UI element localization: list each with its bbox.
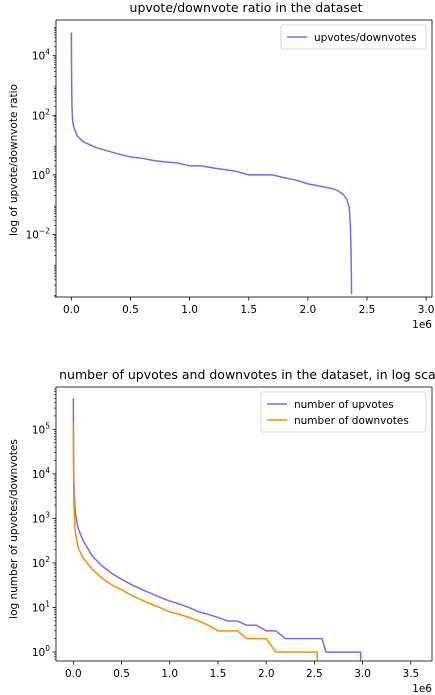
counts-chart-legend-entry: number of downvotes (294, 415, 409, 427)
counts-chart-title: number of upvotes and downvotes in the d… (59, 367, 435, 382)
counts-chart-x-tick-label: 1.5 (210, 668, 227, 680)
ratio-chart-x-tick-label: 0.0 (63, 304, 80, 316)
ratio-chart-series-line-0 (70, 32, 353, 295)
counts-chart-legend-entry: number of upvotes (294, 399, 394, 411)
counts-chart-y-tick-label: 104 (32, 466, 50, 481)
counts-chart-y-tick-label: 100 (32, 644, 50, 659)
counts-chart-x-tick-label: 0.0 (65, 668, 82, 680)
ratio-chart-legend (280, 24, 427, 50)
ratio-chart: upvote/downvote ratio in the dataset log… (8, 0, 434, 331)
ratio-chart-y-axis-label: log of upvote/downvote ratio (8, 84, 20, 236)
ratio-chart-x-tick-label: 2.5 (359, 304, 376, 316)
ratio-chart-title: upvote/downvote ratio in the dataset (130, 0, 363, 15)
counts-chart-y-tick-label: 101 (32, 600, 50, 615)
counts-chart-legend (260, 391, 427, 433)
counts-chart-x-tick-label: 1.0 (161, 668, 178, 680)
ratio-chart-x-tick-label: 2.0 (299, 304, 316, 316)
ratio-chart-axes-frame (55, 19, 433, 298)
counts-chart-x-offset-text: 1e6 (412, 683, 432, 695)
counts-chart-x-tick-label: 3.0 (354, 668, 371, 680)
ratio-chart-y-tick-label: 102 (32, 107, 50, 122)
counts-chart-y-axis-label: log number of upvotes/downvotes (8, 439, 20, 619)
counts-chart-x-tick-label: 0.5 (113, 668, 130, 680)
ratio-chart-x-tick-label: 0.5 (122, 304, 139, 316)
ratio-chart-y-tick-label: 100 (32, 167, 50, 182)
counts-chart-series-line-1 (72, 421, 319, 661)
ratio-chart-x-tick-label: 1.0 (181, 304, 198, 316)
ratio-chart-y-tick-label: 10−2 (26, 226, 51, 241)
counts-chart-y-tick-label: 105 (32, 421, 50, 436)
ratio-chart-x-tick-label: 3.0 (418, 304, 435, 316)
ratio-chart-legend-entry: upvotes/downvotes (314, 32, 417, 44)
counts-chart-series-line-0 (72, 398, 362, 661)
counts-chart-x-tick-label: 2.0 (258, 668, 275, 680)
ratio-chart-x-offset-text: 1e6 (412, 319, 432, 331)
counts-chart-x-tick-label: 3.5 (402, 668, 419, 680)
counts-chart: number of upvotes and downvotes in the d… (8, 367, 435, 695)
counts-chart-axes-frame (55, 386, 433, 662)
counts-chart-x-tick-label: 2.5 (306, 668, 323, 680)
ratio-chart-x-tick-label: 1.5 (240, 304, 257, 316)
counts-chart-y-tick-label: 102 (32, 555, 50, 570)
counts-chart-y-tick-label: 103 (32, 510, 50, 525)
ratio-chart-y-tick-label: 104 (32, 48, 50, 63)
